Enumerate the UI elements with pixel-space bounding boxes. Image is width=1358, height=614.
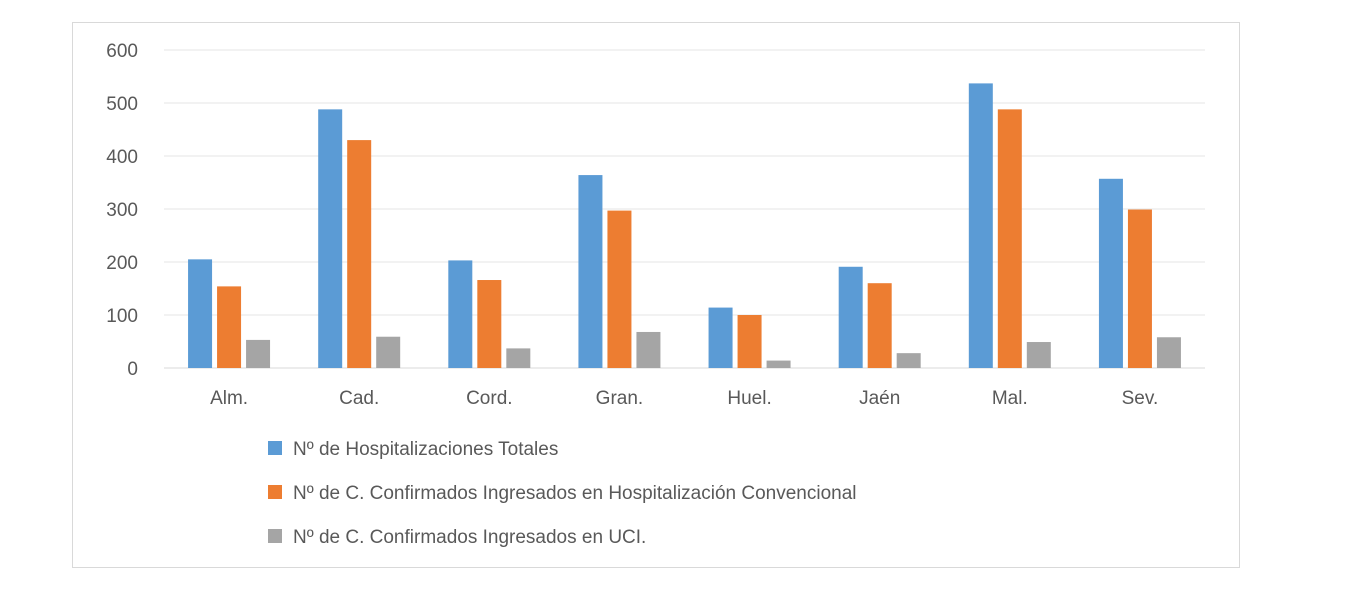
bar-1-3	[448, 260, 473, 368]
legend-swatch	[268, 529, 282, 543]
x-tick-label: Cad.	[339, 388, 379, 409]
bar-1-4	[578, 175, 603, 368]
bar-3-1	[246, 339, 271, 368]
bar-3-7	[1026, 342, 1051, 368]
bar-2-3	[477, 280, 502, 368]
y-tick-label: 0	[127, 359, 138, 380]
legend-label: Nº de Hospitalizaciones Totales	[293, 439, 558, 460]
bar-2-7	[997, 109, 1022, 369]
legend-swatch	[268, 441, 282, 455]
x-tick-label: Mal.	[992, 388, 1028, 409]
x-tick-label: Gran.	[596, 388, 644, 409]
bar-1-1	[188, 259, 213, 368]
chart-frame	[72, 22, 1240, 568]
y-axis-ticks: 0 100 200 300 400 500 600	[106, 41, 138, 380]
bar-3-6	[896, 353, 921, 368]
bar-1-2	[318, 109, 343, 369]
y-tick-label: 300	[106, 200, 138, 221]
bar-2-6	[867, 283, 892, 368]
legend-label: Nº de C. Confirmados Ingresados en Hospi…	[293, 483, 857, 504]
legend-label: Nº de C. Confirmados Ingresados en UCI.	[293, 527, 646, 548]
x-tick-label: Jaén	[859, 388, 900, 409]
bar-1-7	[968, 83, 993, 368]
y-tick-label: 200	[106, 253, 138, 274]
bar-1-5	[708, 307, 733, 368]
bar-2-1	[217, 286, 242, 368]
x-tick-label: Cord.	[466, 388, 512, 409]
bar-2-2	[347, 140, 372, 368]
x-axis-ticks: Alm. Cad. Cord. Gran. Huel. Jaén Mal. Sev.	[210, 388, 1158, 409]
legend-swatch	[268, 485, 282, 499]
bars	[188, 83, 1181, 369]
y-tick-label: 100	[106, 306, 138, 327]
bar-3-5	[766, 360, 791, 368]
x-tick-label: Sev.	[1122, 388, 1159, 409]
x-tick-label: Huel.	[727, 388, 771, 409]
bar-2-8	[1127, 209, 1152, 368]
bar-2-5	[737, 315, 762, 368]
y-tick-label: 400	[106, 147, 138, 168]
x-tick-label: Alm.	[210, 388, 248, 409]
bar-3-3	[506, 348, 531, 368]
bar-3-4	[636, 331, 661, 368]
y-tick-label: 500	[106, 94, 138, 115]
bar-1-8	[1098, 178, 1123, 368]
bar-3-2	[376, 336, 401, 368]
bar-2-4	[607, 210, 632, 368]
y-tick-label: 600	[106, 41, 138, 62]
bar-3-8	[1156, 337, 1181, 368]
legend: Nº de Hospitalizaciones Totales Nº de C. …	[268, 439, 857, 548]
bar-1-6	[838, 266, 863, 368]
